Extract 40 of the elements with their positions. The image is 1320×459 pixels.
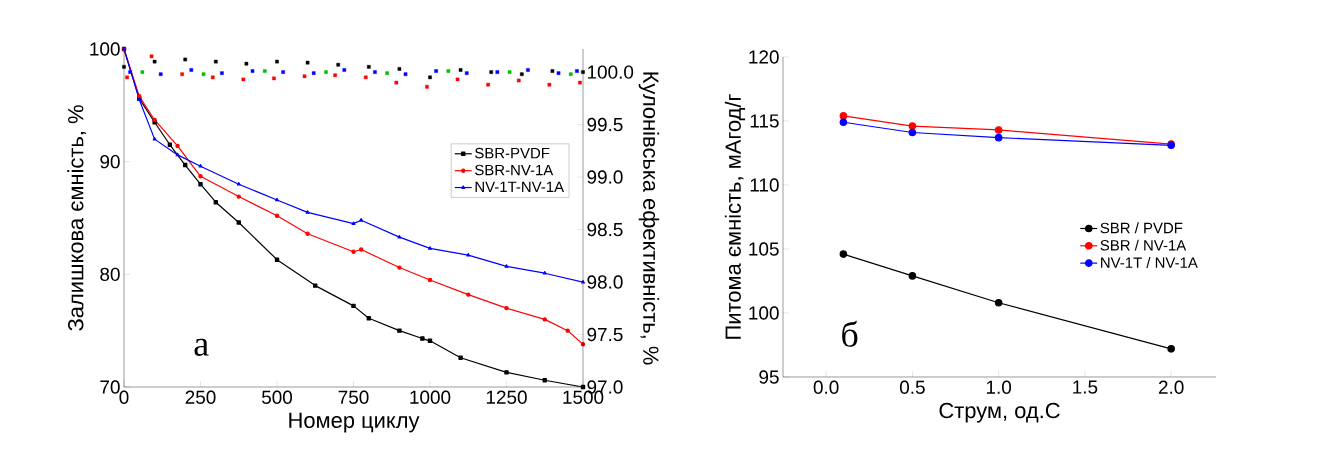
annotation: а — [194, 338, 209, 356]
legend-label: SBR-PVDF — [475, 147, 550, 159]
legend-label: NV-1T-NV-1A — [475, 181, 565, 192]
y2-tick-label: 99.5 — [587, 117, 623, 132]
x-tick-label: 0.0 — [813, 380, 839, 394]
y2-tick-label: 97.5 — [587, 327, 623, 342]
legend-label: NV-1T / NV-1A — [1101, 256, 1198, 268]
x-axis-title: Номер циклу — [289, 412, 420, 433]
x-tick-label: 1250 — [486, 390, 527, 404]
legend-label: SBR / NV-1A — [1100, 239, 1187, 251]
x-tick-label: 1.0 — [986, 380, 1012, 394]
y2-axis-title: Кулонівська ефективність, % — [638, 72, 660, 365]
y2-tick-label: 98.0 — [587, 275, 623, 289]
y-axis-title: Питома ємність, мАгод/г — [724, 94, 746, 339]
x-tick-label: 750 — [338, 390, 369, 404]
x-tick-label: 2.0 — [1158, 380, 1184, 394]
y-tick-label: 100 — [749, 306, 779, 320]
y2-tick-label: 100.0 — [587, 65, 634, 79]
y-tick-label: 70 — [100, 380, 120, 394]
y2-tick-label: 99.0 — [587, 170, 623, 184]
y-tick-label: 105 — [749, 242, 779, 256]
x-tick-label: 1.5 — [1073, 380, 1098, 394]
y-tick-label: 90 — [100, 154, 120, 169]
y-tick-label: 115 — [750, 114, 779, 128]
y2-tick-label: 98.5 — [587, 222, 623, 237]
y-tick-label: 110 — [750, 178, 779, 192]
y-axis-title: Залишкова ємність, % — [67, 105, 87, 331]
y-tick-label: 100 — [90, 42, 120, 56]
x-tick-label: 0 — [119, 390, 129, 404]
x-tick-label: 1000 — [410, 390, 451, 404]
x-axis-title: Струм, од.С — [939, 402, 1060, 423]
legend-label: SBR / PVDF — [1100, 222, 1183, 234]
x-tick-label: 250 — [185, 390, 216, 404]
x-tick-label: 500 — [261, 390, 293, 404]
y-tick-label: 95 — [759, 370, 779, 384]
y-tick-label: 80 — [100, 267, 120, 282]
y-tick-label: 120 — [749, 50, 779, 64]
legend-label: SBR-NV-1A — [475, 164, 554, 176]
annotation: б — [842, 320, 858, 347]
x-tick-label: 0.5 — [899, 380, 925, 394]
